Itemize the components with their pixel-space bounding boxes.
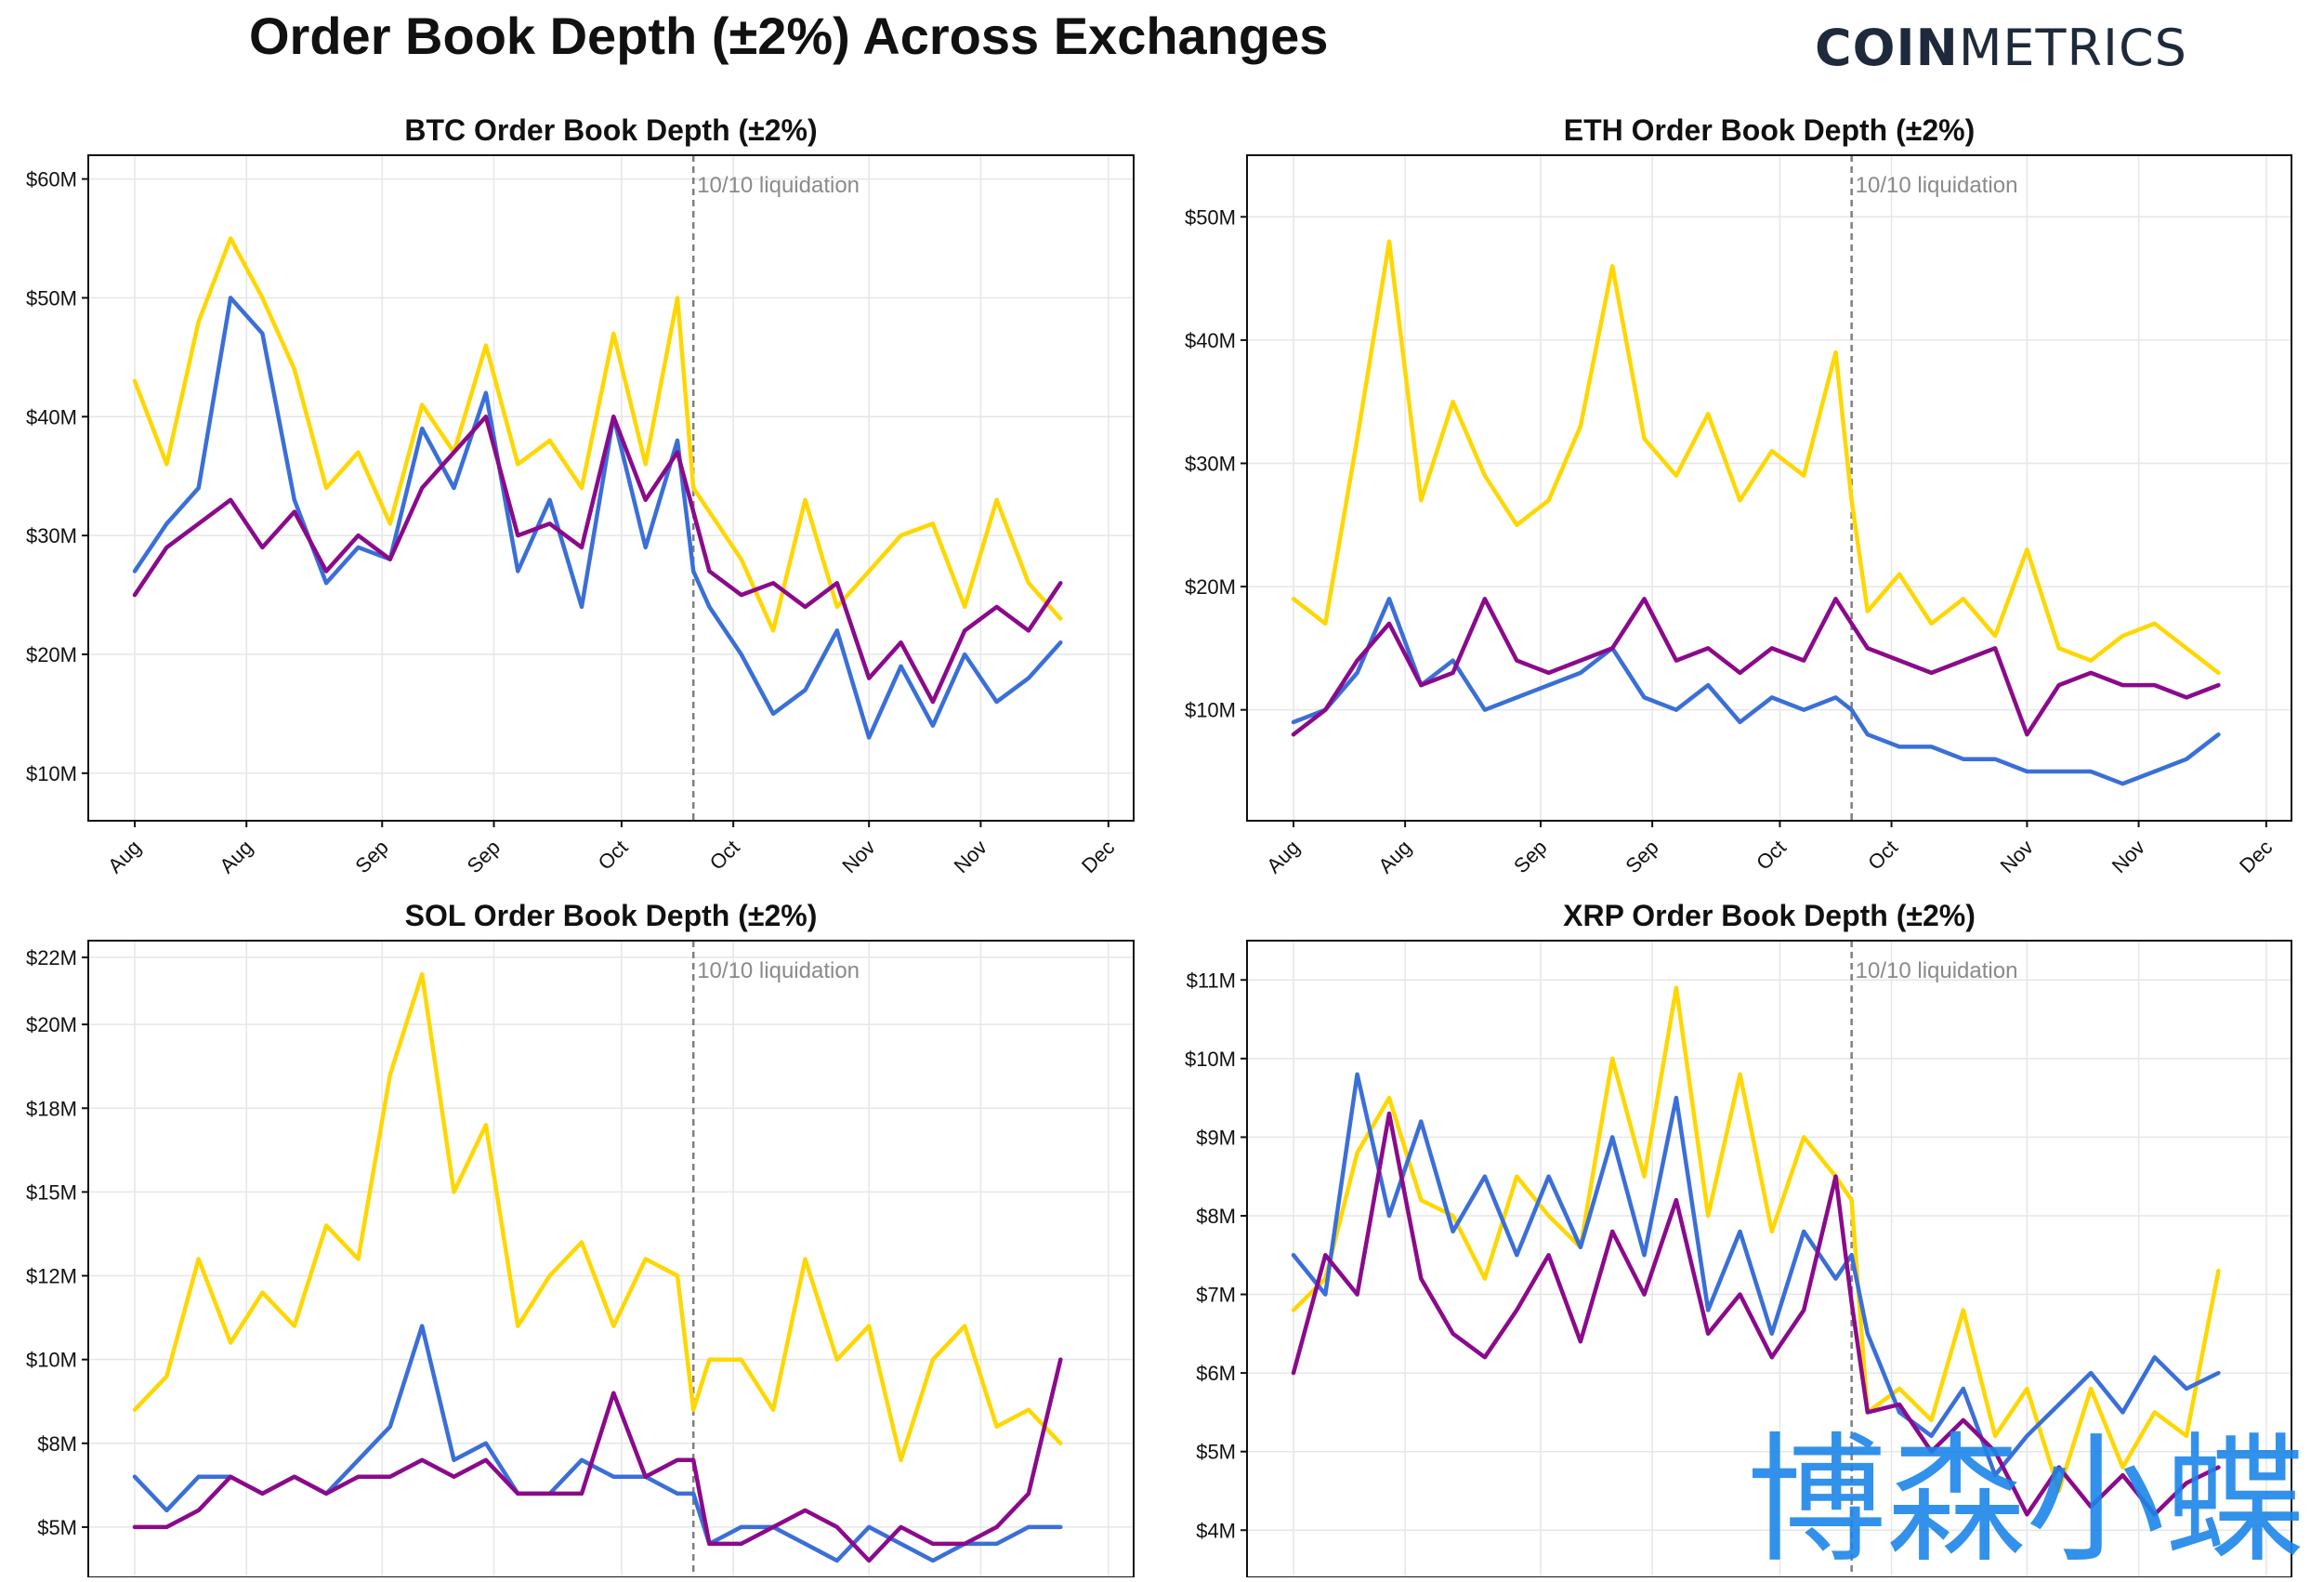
eth-ytick-label: $50M (1185, 205, 1236, 229)
xrp-event-label: 10/10 liquidation (1856, 958, 2018, 983)
sol-series-purple (132, 1357, 1063, 1563)
xrp-ytick-label: $10M (1185, 1048, 1236, 1071)
xrp-ytick-label: $4M (1196, 1519, 1236, 1542)
xrp-ytick-label: $8M (1196, 1205, 1236, 1228)
sol-chart-title: SOL Order Book Depth (±2%) (405, 899, 818, 932)
eth-series-blue (1291, 597, 2221, 786)
coinmetrics-logo: COINMETRICS (1815, 19, 2187, 77)
eth-xtick-label: Nov (1996, 836, 2038, 877)
btc-xtick-label: Sep (463, 836, 505, 877)
eth-chart-title: ETH Order Book Depth (±2%) (1564, 113, 1975, 147)
page-title: Order Book Depth (±2%) Across Exchanges (249, 7, 1329, 65)
btc-ytick-label: $50M (26, 286, 77, 310)
sol-ytick-label: $5M (37, 1516, 77, 1539)
xrp-ytick-label: $6M (1196, 1362, 1236, 1385)
sol-event-label: 10/10 liquidation (697, 958, 860, 983)
logo-text-bold: COIN (1815, 19, 1959, 77)
eth-ytick-label: $20M (1185, 575, 1236, 599)
eth-xtick-label: Aug (1373, 836, 1415, 877)
eth-ytick-label: $10M (1185, 699, 1236, 722)
eth-xtick-label: Oct (1863, 836, 1902, 875)
sol-ytick-label: $22M (26, 946, 77, 969)
btc-ytick-label: $40M (26, 405, 77, 428)
btc-xtick-label: Oct (594, 836, 633, 875)
btc-ytick-label: $30M (26, 524, 77, 547)
eth-chart: 10/10 liquidation $10M $20M $30M $40M $50M Aug… (1185, 113, 2292, 877)
xrp-ytick-label: $9M (1196, 1126, 1236, 1149)
btc-chart: 10/10 liquidation $10M $20M $30M $40M $50M $60… (26, 113, 1135, 877)
eth-ytick-label: $30M (1185, 452, 1236, 475)
xrp-plot-frame (1246, 940, 2292, 1577)
btc-series-purple (132, 415, 1063, 705)
xrp-ytick-label: $5M (1196, 1441, 1236, 1464)
btc-chart-title: BTC Order Book Depth (±2%) (404, 113, 817, 147)
xrp-series-yellow (1291, 985, 2221, 1494)
eth-series-yellow (1291, 239, 2221, 676)
logo-text-light: METRICS (1958, 19, 2187, 77)
btc-xtick-label: Nov (950, 836, 991, 877)
sol-ytick-label: $20M (26, 1013, 77, 1036)
xrp-chart: 10/10 liquidation $4M $5M $6M $7M $8M $9M $10M $… (1185, 899, 2292, 1577)
btc-xtick-label: Aug (215, 836, 256, 877)
xrp-series-purple (1291, 1111, 2221, 1517)
eth-xtick-label: Oct (1752, 836, 1791, 875)
xrp-chart-title: XRP Order Book Depth (±2%) (1563, 899, 1976, 932)
watermark: 博森小蝶 (1747, 1420, 2305, 1582)
sol-series-yellow (132, 971, 1063, 1463)
eth-plot-frame (1246, 154, 2292, 822)
eth-ytick-label: $40M (1185, 329, 1236, 352)
btc-series-blue (132, 296, 1063, 740)
sol-ytick-label: $18M (26, 1097, 77, 1120)
btc-xtick-label: Sep (350, 836, 392, 877)
sol-ytick-label: $8M (37, 1432, 77, 1456)
eth-event-label: 10/10 liquidation (1856, 173, 2018, 198)
sol-plot-frame (87, 940, 1135, 1577)
btc-xtick-label: Dec (1077, 836, 1119, 877)
xrp-ytick-label: $7M (1196, 1284, 1236, 1307)
eth-series-purple (1291, 597, 2221, 737)
eth-xtick-label: Nov (2107, 836, 2149, 877)
sol-ytick-label: $10M (26, 1349, 77, 1372)
eth-xtick-label: Sep (1621, 836, 1662, 877)
xrp-series-blue (1291, 1072, 2221, 1478)
btc-xtick-label: Aug (103, 836, 145, 877)
eth-xtick-label: Sep (1509, 836, 1551, 877)
xrp-ytick-label: $11M (1187, 969, 1236, 992)
btc-ytick-label: $10M (26, 762, 77, 785)
btc-ytick-label: $20M (26, 643, 77, 666)
btc-xtick-label: Nov (837, 836, 879, 877)
btc-event-label: 10/10 liquidation (697, 173, 860, 198)
eth-xtick-label: Dec (2235, 836, 2277, 877)
sol-ytick-label: $15M (26, 1180, 77, 1204)
btc-xtick-label: Oct (705, 836, 744, 875)
eth-xtick-label: Aug (1262, 836, 1304, 877)
btc-ytick-label: $60M (26, 168, 77, 191)
sol-ytick-label: $12M (26, 1265, 77, 1288)
sol-chart: 10/10 liquidation $5M $8M $10M $12M $15M $18M $… (26, 899, 1135, 1577)
btc-series-yellow (132, 236, 1063, 633)
btc-plot-frame (87, 154, 1135, 822)
